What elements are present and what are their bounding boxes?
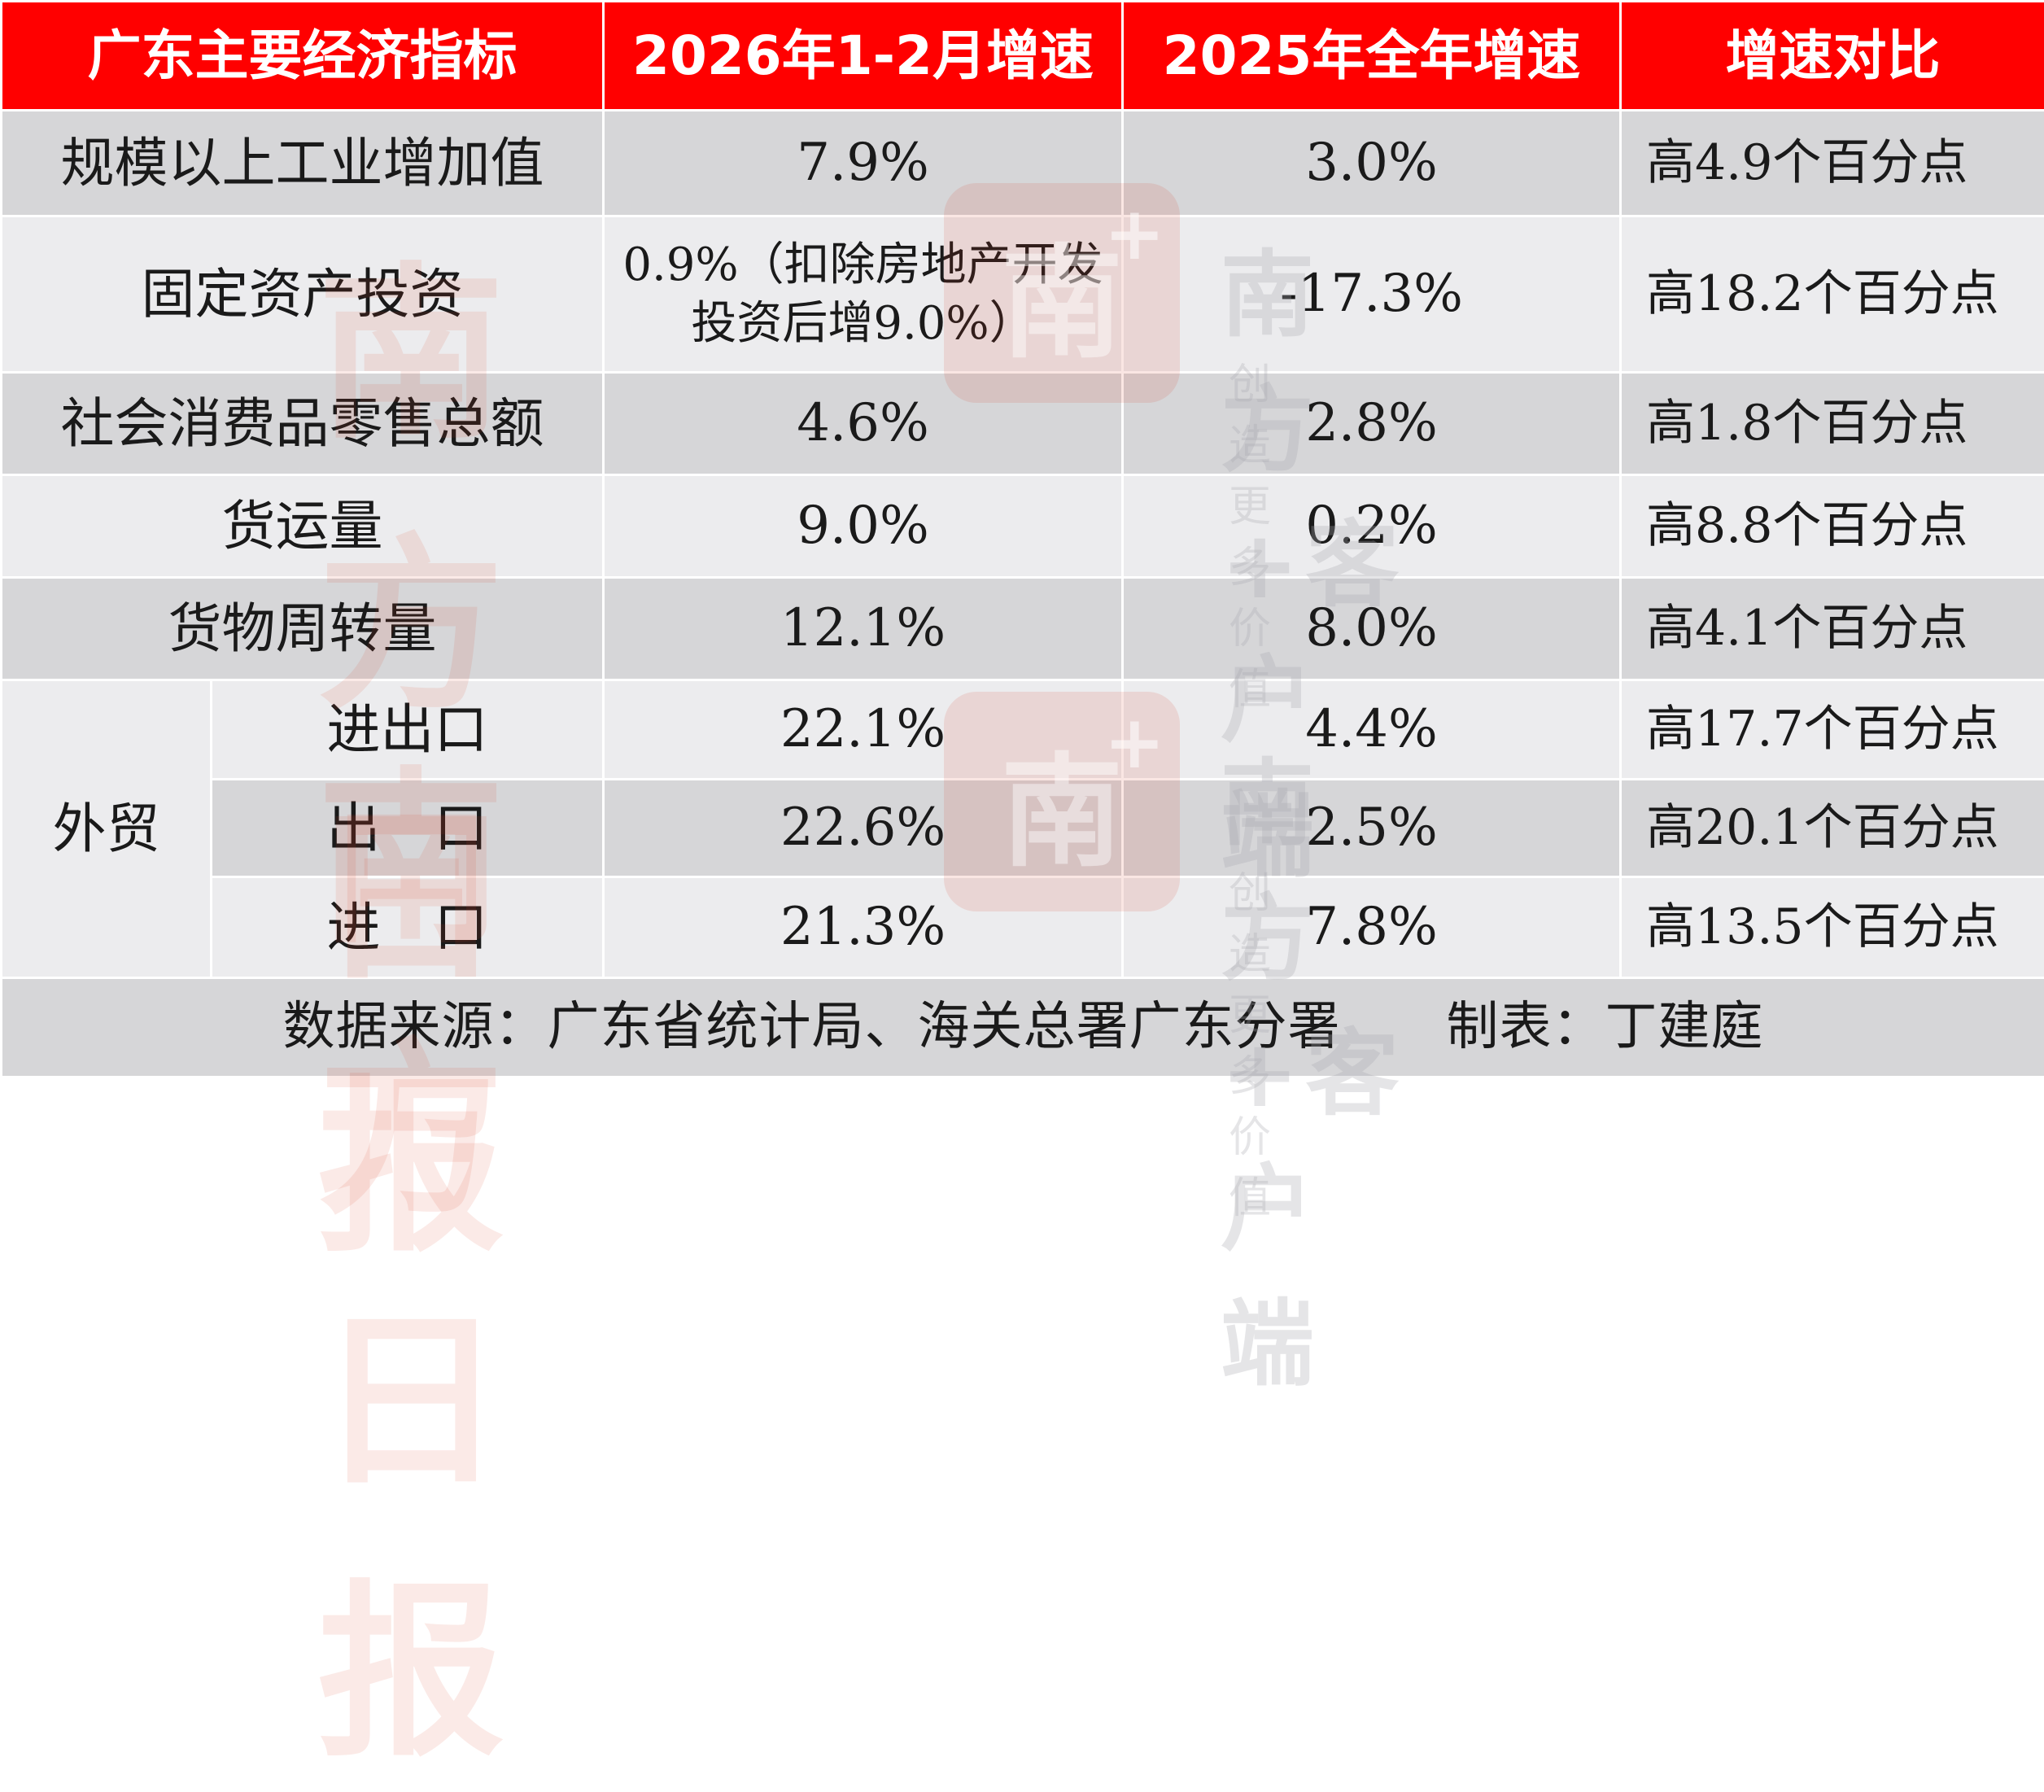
compare-value: 高20.1个百分点 [1621,780,2044,877]
value-2026: 22.1% [604,680,1123,780]
value-2026: 7.9% [604,111,1123,216]
table-row: 社会消费品零售总额 4.6% 2.8% 高1.8个百分点 [2,373,2044,475]
header-2026: 2026年1-2月增速 [604,2,1123,111]
compare-value: 高18.2个百分点 [1621,216,2044,373]
compare-value: 高8.8个百分点 [1621,475,2044,578]
compare-value: 高17.7个百分点 [1621,680,2044,780]
indicator-name: 规模以上工业增加值 [2,111,604,216]
value-2026: 22.6% [604,780,1123,877]
header-indicator: 广东主要经济指标 [2,2,604,111]
source-note: 数据来源：广东省统计局、海关总署广东分署 制表：丁建庭 [2,978,2044,1077]
table-row: 外贸 进出口 22.1% 4.4% 高17.7个百分点 [2,680,2044,780]
indicator-name: 固定资产投资 [2,216,604,373]
table-row: 货运量 9.0% 0.2% 高8.8个百分点 [2,475,2044,578]
indicator-name: 社会消费品零售总额 [2,373,604,475]
table-row: 规模以上工业增加值 7.9% 3.0% 高4.9个百分点 [2,111,2044,216]
table-row: 出 口 22.6% 2.5% 高20.1个百分点 [2,780,2044,877]
indicator-name: 货物周转量 [2,578,604,680]
value-2025: 4.4% [1123,680,1621,780]
trade-group-label: 外贸 [2,680,212,978]
header-compare: 增速对比 [1621,2,2044,111]
value-2026: 0.9%（扣除房地产开发投资后增9.0%） [604,216,1123,373]
table-row: 货物周转量 12.1% 8.0% 高4.1个百分点 [2,578,2044,680]
compare-value: 高4.9个百分点 [1621,111,2044,216]
economic-indicators-table: 广东主要经济指标 2026年1-2月增速 2025年全年增速 增速对比 规模以上… [0,0,2044,1078]
compare-value: 高4.1个百分点 [1621,578,2044,680]
table-row: 固定资产投资 0.9%（扣除房地产开发投资后增9.0%） -17.3% 高18.… [2,216,2044,373]
value-2026: 12.1% [604,578,1123,680]
compare-value: 高13.5个百分点 [1621,877,2044,978]
indicator-name: 货运量 [2,475,604,578]
value-2025: 2.5% [1123,780,1621,877]
indicator-name: 出 口 [212,780,604,877]
compare-value: 高1.8个百分点 [1621,373,2044,475]
header-2025: 2025年全年增速 [1123,2,1621,111]
value-2025: 8.0% [1123,578,1621,680]
indicator-name: 进 口 [212,877,604,978]
table-row: 进 口 21.3% 7.8% 高13.5个百分点 [2,877,2044,978]
value-2025: 7.8% [1123,877,1621,978]
footer-row: 数据来源：广东省统计局、海关总署广东分署 制表：丁建庭 [2,978,2044,1077]
value-2026: 21.3% [604,877,1123,978]
value-2025: 3.0% [1123,111,1621,216]
value-2026: 4.6% [604,373,1123,475]
value-2025: 2.8% [1123,373,1621,475]
value-2025: 0.2% [1123,475,1621,578]
value-2025: -17.3% [1123,216,1621,373]
value-2026: 9.0% [604,475,1123,578]
indicator-name: 进出口 [212,680,604,780]
header-row: 广东主要经济指标 2026年1-2月增速 2025年全年增速 增速对比 [2,2,2044,111]
